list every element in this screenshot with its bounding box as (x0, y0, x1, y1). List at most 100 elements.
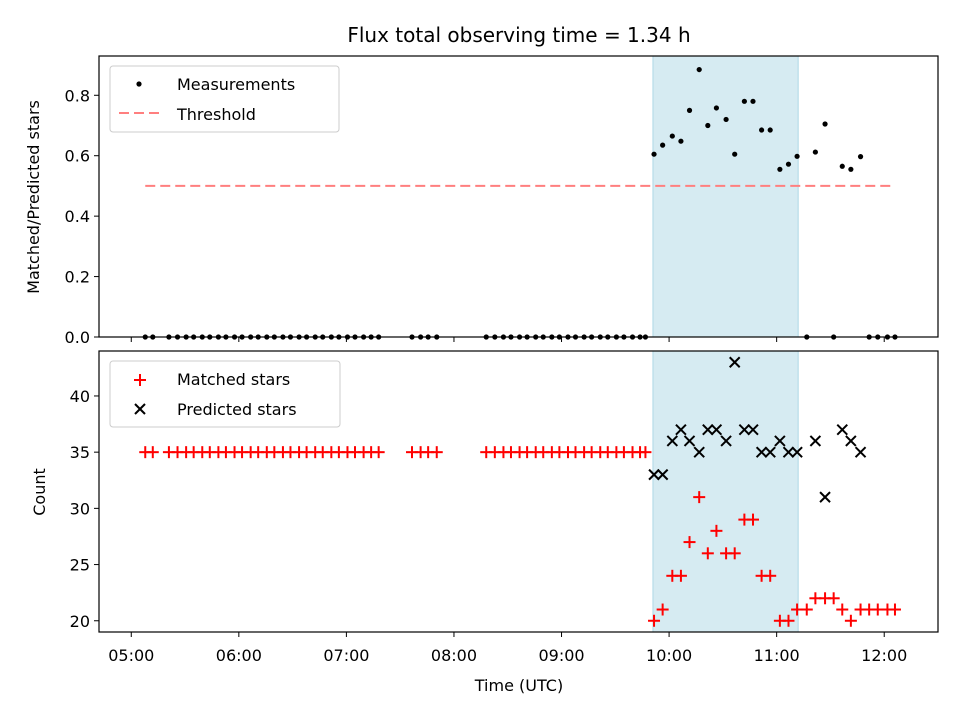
measurement-point (839, 163, 845, 169)
predicted-star-point (648, 468, 660, 481)
measurement-point (848, 166, 854, 172)
predicted-star-point (683, 435, 696, 447)
measurement-point (651, 151, 657, 157)
legend-matched-label: Matched stars (177, 370, 290, 389)
predicted-star-point (675, 423, 687, 436)
measurement-point (785, 161, 792, 167)
predicted-star-point (720, 435, 732, 447)
matched-star-point (728, 547, 741, 560)
matched-star-point (674, 569, 687, 582)
predicted-star-point (774, 435, 786, 447)
matched-star-point (683, 536, 696, 549)
matched-stars-points (139, 446, 901, 627)
predicted-star-point (666, 435, 679, 447)
x-tick-label: 05:00 (108, 646, 154, 665)
matched-star-point (827, 592, 840, 605)
predicted-stars-points (648, 356, 867, 503)
matched-star-point (764, 569, 777, 582)
bottom-legend: Matched stars Predicted stars (109, 360, 341, 428)
x-tick-label: 11:00 (754, 646, 800, 665)
measurement-point (732, 151, 738, 157)
matched-star-point (746, 513, 759, 526)
measurement-point (794, 153, 800, 159)
matched-star-point (800, 603, 813, 616)
legend-predicted-label: Predicted stars (177, 400, 297, 419)
legend-measurements-label: Measurements (177, 75, 295, 94)
top-y-tick-label: 0.6 (65, 147, 90, 166)
x-tick-label: 10:00 (646, 646, 692, 665)
bottom-y-tick-label: 20 (70, 612, 90, 631)
measurement-point (758, 127, 765, 133)
predicted-star-point (702, 423, 714, 436)
predicted-star-point (809, 435, 822, 447)
measurement-point (705, 122, 711, 129)
measurement-point (857, 154, 864, 160)
predicted-star-point (693, 446, 705, 458)
bottom-plot-frame (98, 350, 939, 633)
matched-star-point (648, 614, 661, 627)
matched-star-point (844, 614, 857, 627)
predicted-star-point (782, 446, 795, 458)
matched-star-point (710, 524, 723, 537)
predicted-star-point (854, 446, 867, 458)
measurement-point (822, 121, 828, 127)
top-plot-frame (98, 55, 939, 338)
bottom-y-tick-label: 30 (70, 499, 90, 518)
top-y-axis-label: Matched/Predicted stars (24, 100, 43, 294)
chart-title: Flux total observing time = 1.34 h (347, 23, 690, 47)
measurement-point (669, 133, 675, 139)
matched-star-point (656, 603, 669, 616)
top-legend: Measurements Threshold (109, 65, 340, 133)
matched-star-point (693, 491, 706, 504)
measurement-point (750, 98, 756, 104)
matched-star-point (782, 614, 795, 627)
measurement-point (777, 166, 783, 172)
matched-star-point (372, 446, 385, 459)
bottom-y-tick-label: 25 (70, 556, 90, 575)
bottom-y-tick-label: 40 (70, 387, 90, 406)
top-y-tick-label: 0.2 (65, 268, 90, 287)
top-y-tick-label: 0.0 (65, 328, 90, 347)
top-legend-box (109, 65, 340, 133)
matched-star-point (836, 603, 849, 616)
bottom-y-axis-label: Count (30, 468, 49, 516)
predicted-star-point (728, 356, 741, 368)
x-tick-label: 12:00 (861, 646, 907, 665)
predicted-star-point (845, 435, 857, 447)
matched-star-point (639, 446, 652, 459)
x-axis-label: Time (UTC) (474, 676, 563, 695)
legend-threshold-label: Threshold (176, 105, 256, 124)
top-y-tick-label: 0.8 (65, 86, 90, 105)
predicted-star-point (836, 423, 848, 436)
x-tick-label: 08:00 (431, 646, 477, 665)
predicted-star-point (764, 446, 776, 458)
top-panel: 0.00.20.40.60.8 Matched/Predicted stars … (24, 55, 939, 347)
measurement-point (660, 142, 666, 148)
measurement-point (696, 66, 702, 73)
x-tick-label: 09:00 (538, 646, 584, 665)
matched-star-point (888, 603, 901, 616)
bottom-legend-box (109, 360, 341, 428)
predicted-star-point (819, 491, 831, 503)
predicted-star-point (791, 446, 803, 458)
top-y-ticks: 0.0 0.2 0.4 0.6 0.8 (65, 86, 99, 347)
bottom-y-tick-label: 35 (70, 443, 90, 462)
legend-measurements-marker (136, 81, 142, 87)
top-y-tick-label: 0.4 (65, 207, 90, 226)
bottom-y-ticks: 20 25 30 35 40 (70, 387, 99, 631)
top-x-ticks (130, 337, 885, 342)
x-tick-label: 06:00 (216, 646, 262, 665)
legend-matched-marker (134, 374, 146, 386)
matched-star-point (146, 446, 159, 459)
predicted-star-point (738, 423, 751, 436)
measurement-point (812, 149, 818, 155)
measurement-point (678, 138, 684, 144)
predicted-star-point (710, 423, 723, 436)
measurement-point (686, 107, 693, 113)
x-tick-label: 07:00 (323, 646, 369, 665)
predicted-star-point (755, 446, 768, 458)
bottom-x-ticks: 05:00 06:00 07:00 08:00 09:00 10:00 11:00 12:00 (108, 632, 907, 665)
matched-star-point (430, 446, 443, 459)
predicted-star-point (656, 468, 669, 481)
